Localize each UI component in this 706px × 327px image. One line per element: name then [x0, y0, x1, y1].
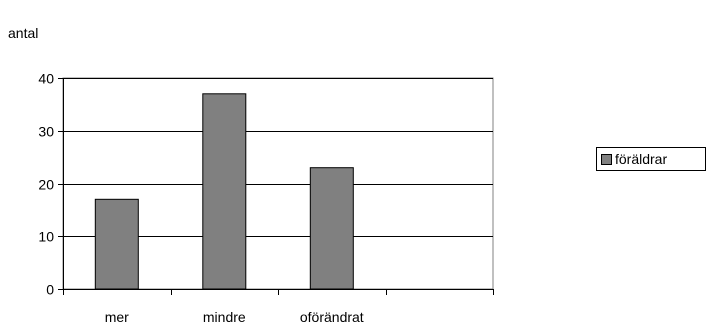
y-tick-label: 20	[38, 177, 54, 193]
legend-label: föräldrar	[615, 151, 668, 167]
x-tick-label: mindre	[203, 309, 246, 325]
bar	[309, 167, 354, 290]
legend: föräldrar	[596, 147, 706, 171]
x-tick-label: oförändrat	[300, 309, 364, 325]
bar	[94, 198, 139, 290]
y-tick-label: 40	[38, 71, 54, 87]
bar	[202, 93, 247, 290]
y-tick-label: 10	[38, 229, 54, 245]
axes	[58, 78, 494, 295]
y-tick-label: 30	[38, 124, 54, 140]
x-tick-label: mer	[105, 309, 129, 325]
legend-swatch	[601, 153, 612, 165]
tick-labels: 0 10 20 30 40 mer mindre oförändrat	[38, 71, 363, 326]
y-axis-label: antal	[8, 25, 39, 41]
y-tick-label: 0	[46, 282, 54, 298]
